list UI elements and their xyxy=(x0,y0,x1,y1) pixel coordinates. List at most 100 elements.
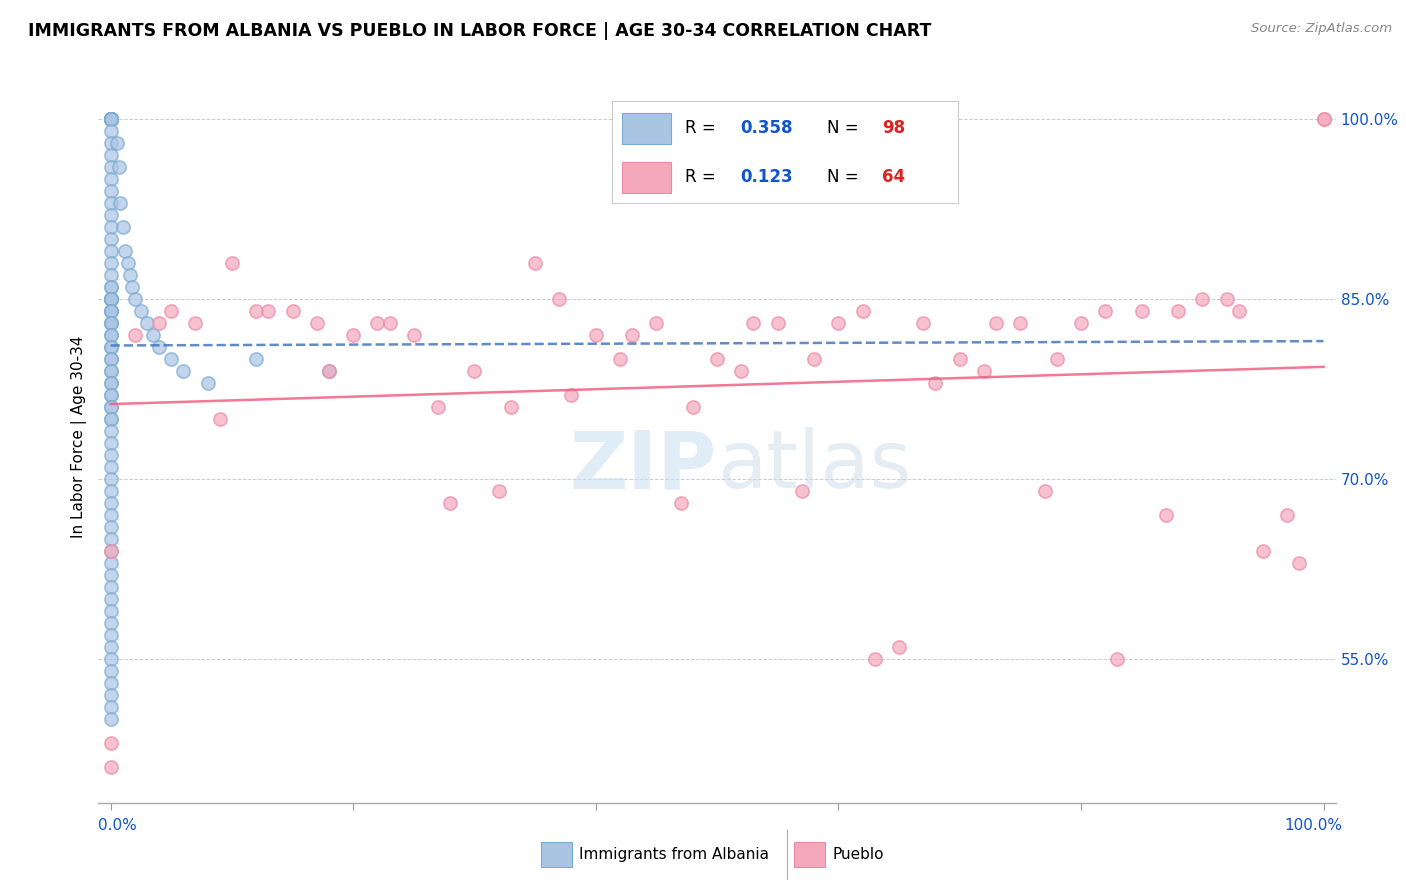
Point xyxy=(197,376,219,391)
Point xyxy=(100,712,122,726)
Point xyxy=(100,388,122,402)
Point xyxy=(172,364,194,378)
Point xyxy=(924,376,946,391)
Point xyxy=(281,304,304,318)
Point xyxy=(852,304,875,318)
Point xyxy=(669,496,692,510)
Point xyxy=(100,232,122,246)
Point xyxy=(100,664,122,678)
Point xyxy=(100,388,122,402)
Point xyxy=(439,496,461,510)
Point xyxy=(100,364,122,378)
Text: Immigrants from Albania: Immigrants from Albania xyxy=(579,847,769,862)
Point xyxy=(108,161,131,175)
Point xyxy=(100,340,122,354)
Point xyxy=(100,292,122,306)
Point xyxy=(645,316,668,330)
Point xyxy=(1046,352,1069,367)
Point xyxy=(208,412,231,426)
Point xyxy=(100,604,122,618)
Point xyxy=(100,112,122,127)
Point xyxy=(100,208,122,222)
Point xyxy=(1215,292,1237,306)
Text: ZIP: ZIP xyxy=(569,427,717,506)
Point xyxy=(100,520,122,534)
Point xyxy=(100,532,122,546)
Point xyxy=(1010,316,1032,330)
Point xyxy=(100,292,122,306)
Point xyxy=(100,172,122,186)
Point xyxy=(100,436,122,450)
Point xyxy=(742,316,765,330)
Point xyxy=(100,376,122,391)
Point xyxy=(100,112,122,127)
Point xyxy=(100,472,122,486)
Point xyxy=(184,316,207,330)
Text: 0.358: 0.358 xyxy=(740,120,793,137)
Point xyxy=(100,352,122,367)
Point xyxy=(100,124,122,138)
Point xyxy=(318,364,340,378)
Point xyxy=(100,736,122,750)
Point xyxy=(1107,652,1129,666)
Point xyxy=(100,628,122,642)
Point xyxy=(221,256,243,270)
Point xyxy=(402,328,425,343)
Point xyxy=(100,292,122,306)
Point xyxy=(100,112,122,127)
Text: 0.123: 0.123 xyxy=(740,169,793,186)
Point xyxy=(117,256,139,270)
Point xyxy=(318,364,340,378)
Text: 98: 98 xyxy=(882,120,905,137)
Point xyxy=(136,316,159,330)
Point xyxy=(100,676,122,690)
Point xyxy=(378,316,401,330)
Point xyxy=(973,364,995,378)
Point xyxy=(1312,112,1334,127)
Text: R =: R = xyxy=(685,169,721,186)
Point xyxy=(100,340,122,354)
Point xyxy=(100,280,122,294)
Point xyxy=(100,568,122,582)
Point xyxy=(100,544,122,558)
Point xyxy=(524,256,547,270)
Point xyxy=(100,640,122,654)
Point xyxy=(245,304,267,318)
Point xyxy=(100,304,122,318)
Point xyxy=(118,268,141,283)
Point xyxy=(100,412,122,426)
Point xyxy=(1227,304,1250,318)
Point xyxy=(100,652,122,666)
Point xyxy=(100,112,122,127)
Point xyxy=(124,292,146,306)
Text: 0.0%: 0.0% xyxy=(98,818,138,832)
Text: 64: 64 xyxy=(882,169,905,186)
Point xyxy=(463,364,485,378)
Point xyxy=(100,316,122,330)
Point xyxy=(160,352,183,367)
Point xyxy=(100,328,122,343)
Point xyxy=(1070,316,1092,330)
FancyBboxPatch shape xyxy=(623,113,671,144)
Point xyxy=(488,483,510,498)
Point xyxy=(105,136,128,151)
Point xyxy=(100,280,122,294)
Point xyxy=(1094,304,1116,318)
Text: atlas: atlas xyxy=(717,427,911,506)
Point xyxy=(548,292,571,306)
Text: R =: R = xyxy=(685,120,721,137)
Point xyxy=(100,161,122,175)
Point xyxy=(100,304,122,318)
Point xyxy=(100,268,122,283)
Point xyxy=(100,136,122,151)
Point xyxy=(621,328,644,343)
Point xyxy=(100,496,122,510)
Point xyxy=(100,400,122,414)
Text: Pueblo: Pueblo xyxy=(832,847,884,862)
Point xyxy=(160,304,183,318)
Point xyxy=(129,304,152,318)
Point xyxy=(100,316,122,330)
Text: N =: N = xyxy=(827,120,863,137)
Point xyxy=(124,328,146,343)
Point xyxy=(100,615,122,630)
